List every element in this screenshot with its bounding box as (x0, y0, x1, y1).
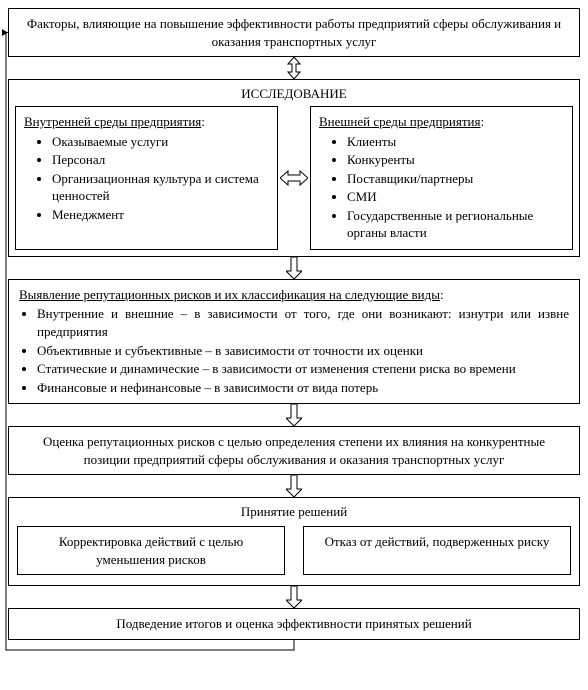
factors-text: Факторы, влияющие на повышение эффективн… (27, 16, 561, 49)
decision-correct-box: Корректировка действий с целью уменьшени… (17, 526, 285, 575)
internal-env-list: Оказываемые услугиПерсоналОрганизационна… (24, 133, 269, 224)
list-item: Организационная культура и система ценно… (52, 170, 269, 205)
decision-refuse-box: Отказ от действий, подверженных риску (303, 526, 571, 575)
list-item: Государственные и региональные органы вл… (347, 207, 564, 242)
bidir-arrow-icon (284, 57, 304, 79)
down-arrow-icon (286, 586, 302, 608)
list-item: Персонал (52, 151, 269, 169)
research-title: ИССЛЕДОВАНИЕ (15, 86, 573, 106)
list-item: Объективные и субъективные – в зависимос… (37, 342, 569, 360)
decision-box: Принятие решений Корректировка действий … (8, 497, 580, 586)
arrow-b5-b6 (8, 586, 580, 608)
list-item: Внутренние и внешние – в зависимости от … (37, 305, 569, 340)
risks-box: Выявление репутационных рисков и их клас… (8, 279, 580, 404)
summary-box: Подведение итогов и оценка эффективности… (8, 608, 580, 640)
external-env-list: КлиентыКонкурентыПоставщики/партнерыСМИГ… (319, 133, 564, 242)
list-item: Клиенты (347, 133, 564, 151)
list-item: Оказываемые услуги (52, 133, 269, 151)
down-arrow-icon (286, 475, 302, 497)
arrow-internal-external (278, 106, 310, 250)
internal-env-heading: Внутренней среды предприятия (24, 114, 201, 129)
factors-box: Факторы, влияющие на повышение эффективн… (8, 8, 580, 57)
arrow-b1-b2 (8, 57, 580, 79)
list-item: Поставщики/партнеры (347, 170, 564, 188)
bidir-arrow-icon (280, 169, 308, 187)
decision-title: Принятие решений (17, 504, 571, 520)
decision-refuse-text: Отказ от действий, подверженных риску (325, 534, 550, 549)
arrow-b4-b5 (8, 475, 580, 497)
arrow-b2-b3 (8, 257, 580, 279)
list-item: Конкуренты (347, 151, 564, 169)
internal-env-box: Внутренней среды предприятия: Оказываемы… (15, 106, 278, 250)
arrow-b3-b4 (8, 404, 580, 426)
assessment-box: Оценка репутационных рисков с целью опре… (8, 426, 580, 475)
decision-correct-text: Корректировка действий с целью уменьшени… (59, 534, 243, 567)
risks-heading: Выявление репутационных рисков и их клас… (19, 287, 440, 302)
down-arrow-icon (286, 404, 302, 426)
assessment-text: Оценка репутационных рисков с целью опре… (43, 434, 545, 467)
list-item: Менеджмент (52, 206, 269, 224)
external-env-heading: Внешней среды предприятия (319, 114, 481, 129)
list-item: СМИ (347, 188, 564, 206)
down-arrow-icon (286, 257, 302, 279)
list-item: Статические и динамические – в зависимос… (37, 360, 569, 378)
list-item: Финансовые и нефинансовые – в зависимост… (37, 379, 569, 397)
external-env-box: Внешней среды предприятия: КлиентыКонкур… (310, 106, 573, 250)
research-box: ИССЛЕДОВАНИЕ Внутренней среды предприяти… (8, 79, 580, 257)
summary-text: Подведение итогов и оценка эффективности… (116, 616, 471, 631)
risks-list: Внутренние и внешние – в зависимости от … (19, 305, 569, 396)
